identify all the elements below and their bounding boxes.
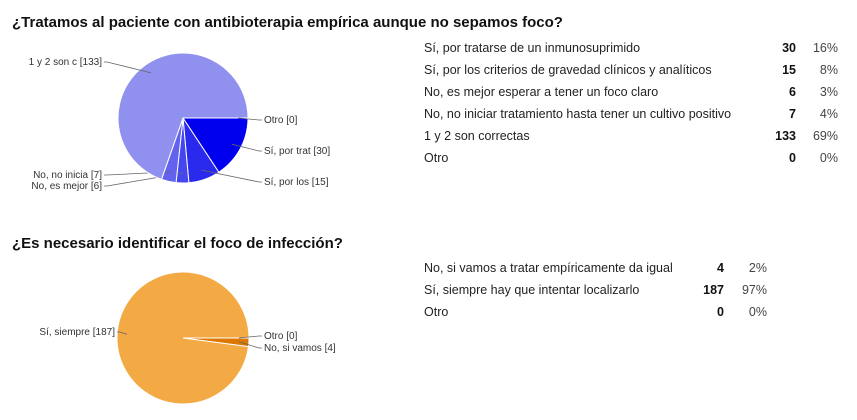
response-label: Otro <box>424 151 449 165</box>
pie-slice-label: No, es mejor [6] <box>31 181 102 192</box>
pie-leader-line <box>231 143 262 152</box>
response-count: 30 <box>782 41 796 55</box>
response-label: No, no iniciar tratamiento hasta tener u… <box>424 107 732 121</box>
pie-leader-line <box>239 335 262 339</box>
response-percent: 4% <box>819 107 838 121</box>
pie-chart-antibiotherapy: Sí, por trat [30] Sí, por los [15] No, es … <box>29 52 330 192</box>
response-label: Otro <box>424 305 449 319</box>
response-count: 0 <box>717 305 724 319</box>
response-percent: 97% <box>741 283 767 297</box>
pie-leader-line <box>238 117 262 121</box>
response-percent: 8% <box>819 63 838 77</box>
response-row: No, si vamos a tratar empíricamente da i… <box>424 257 767 279</box>
pie-leader-line <box>104 61 152 74</box>
pie-slice <box>182 117 249 173</box>
response-count: 15 <box>782 63 796 77</box>
response-label: Sí, por los criterios de gravedad clínic… <box>424 63 712 77</box>
response-row: Sí, siempre hay que intentar localizarlo… <box>424 279 767 301</box>
pie-slice-label: Sí, siempre [187] <box>39 327 115 338</box>
response-percent: 0% <box>748 305 767 319</box>
response-row: No, es mejor esperar a tener un foco cla… <box>424 81 838 103</box>
response-count: 4 <box>717 261 724 275</box>
response-table-1-body: Sí, por tratarse de un inmunosuprimido 30… <box>424 37 838 169</box>
response-percent: 3% <box>819 85 838 99</box>
response-row: 1 y 2 son correctas 133 69% <box>424 125 838 147</box>
response-row: Sí, por tratarse de un inmunosuprimido 30… <box>424 37 838 59</box>
pie-slice-label: Otro [0] <box>264 115 298 126</box>
response-count: 0 <box>789 151 796 165</box>
pie-slice <box>117 52 249 180</box>
response-label: 1 y 2 son correctas <box>424 129 530 143</box>
pie-slice-label: No, si vamos [4] <box>264 343 336 354</box>
response-label: Sí, siempre hay que intentar localizarlo <box>424 283 640 297</box>
response-count: 133 <box>775 129 796 143</box>
pie-slice-label: Otro [0] <box>264 331 298 342</box>
response-count: 187 <box>703 283 724 297</box>
response-label: No, si vamos a tratar empíricamente da i… <box>424 261 673 275</box>
response-percent: 2% <box>748 261 767 275</box>
pie-slice <box>116 271 250 405</box>
response-label: Sí, por tratarse de un inmunosuprimido <box>424 41 641 55</box>
pie-leader-line <box>117 331 128 335</box>
response-count: 6 <box>789 85 796 99</box>
response-percent: 0% <box>819 151 838 165</box>
pie-slice-label: Sí, por trat [30] <box>264 146 330 157</box>
pie-leader-line <box>201 169 262 183</box>
pie-slice-label: No, no inicia [7] <box>33 170 102 181</box>
response-label: No, es mejor esperar a tener un foco cla… <box>424 85 659 99</box>
response-table-1: Sí, por tratarse de un inmunosuprimido 30… <box>424 37 838 169</box>
pie-slice-label: 1 y 2 son c [133] <box>29 57 103 68</box>
response-row: No, no iniciar tratamiento hasta tener u… <box>424 103 838 125</box>
pie-slice-label: Sí, por los [15] <box>264 177 329 188</box>
response-row: Otro 0 0% <box>424 301 767 323</box>
response-row: Otro 0 0% <box>424 147 838 169</box>
pie-chart-identify-focus: No, si vamos [4] Sí, siempre [187] Otro [0… <box>39 271 336 405</box>
response-percent: 16% <box>812 41 838 55</box>
response-count: 7 <box>789 107 796 121</box>
question-title-1: ¿Tratamos al paciente con antibioterapia… <box>12 14 563 31</box>
response-row: Sí, por los criterios de gravedad clínic… <box>424 59 838 81</box>
response-percent: 69% <box>812 129 838 143</box>
response-table-2: No, si vamos a tratar empíricamente da i… <box>424 257 767 323</box>
response-table-2-body: No, si vamos a tratar empíricamente da i… <box>424 257 767 323</box>
question-title-2: ¿Es necesario identificar el foco de inf… <box>12 235 343 252</box>
pie-leader-line <box>238 341 262 349</box>
